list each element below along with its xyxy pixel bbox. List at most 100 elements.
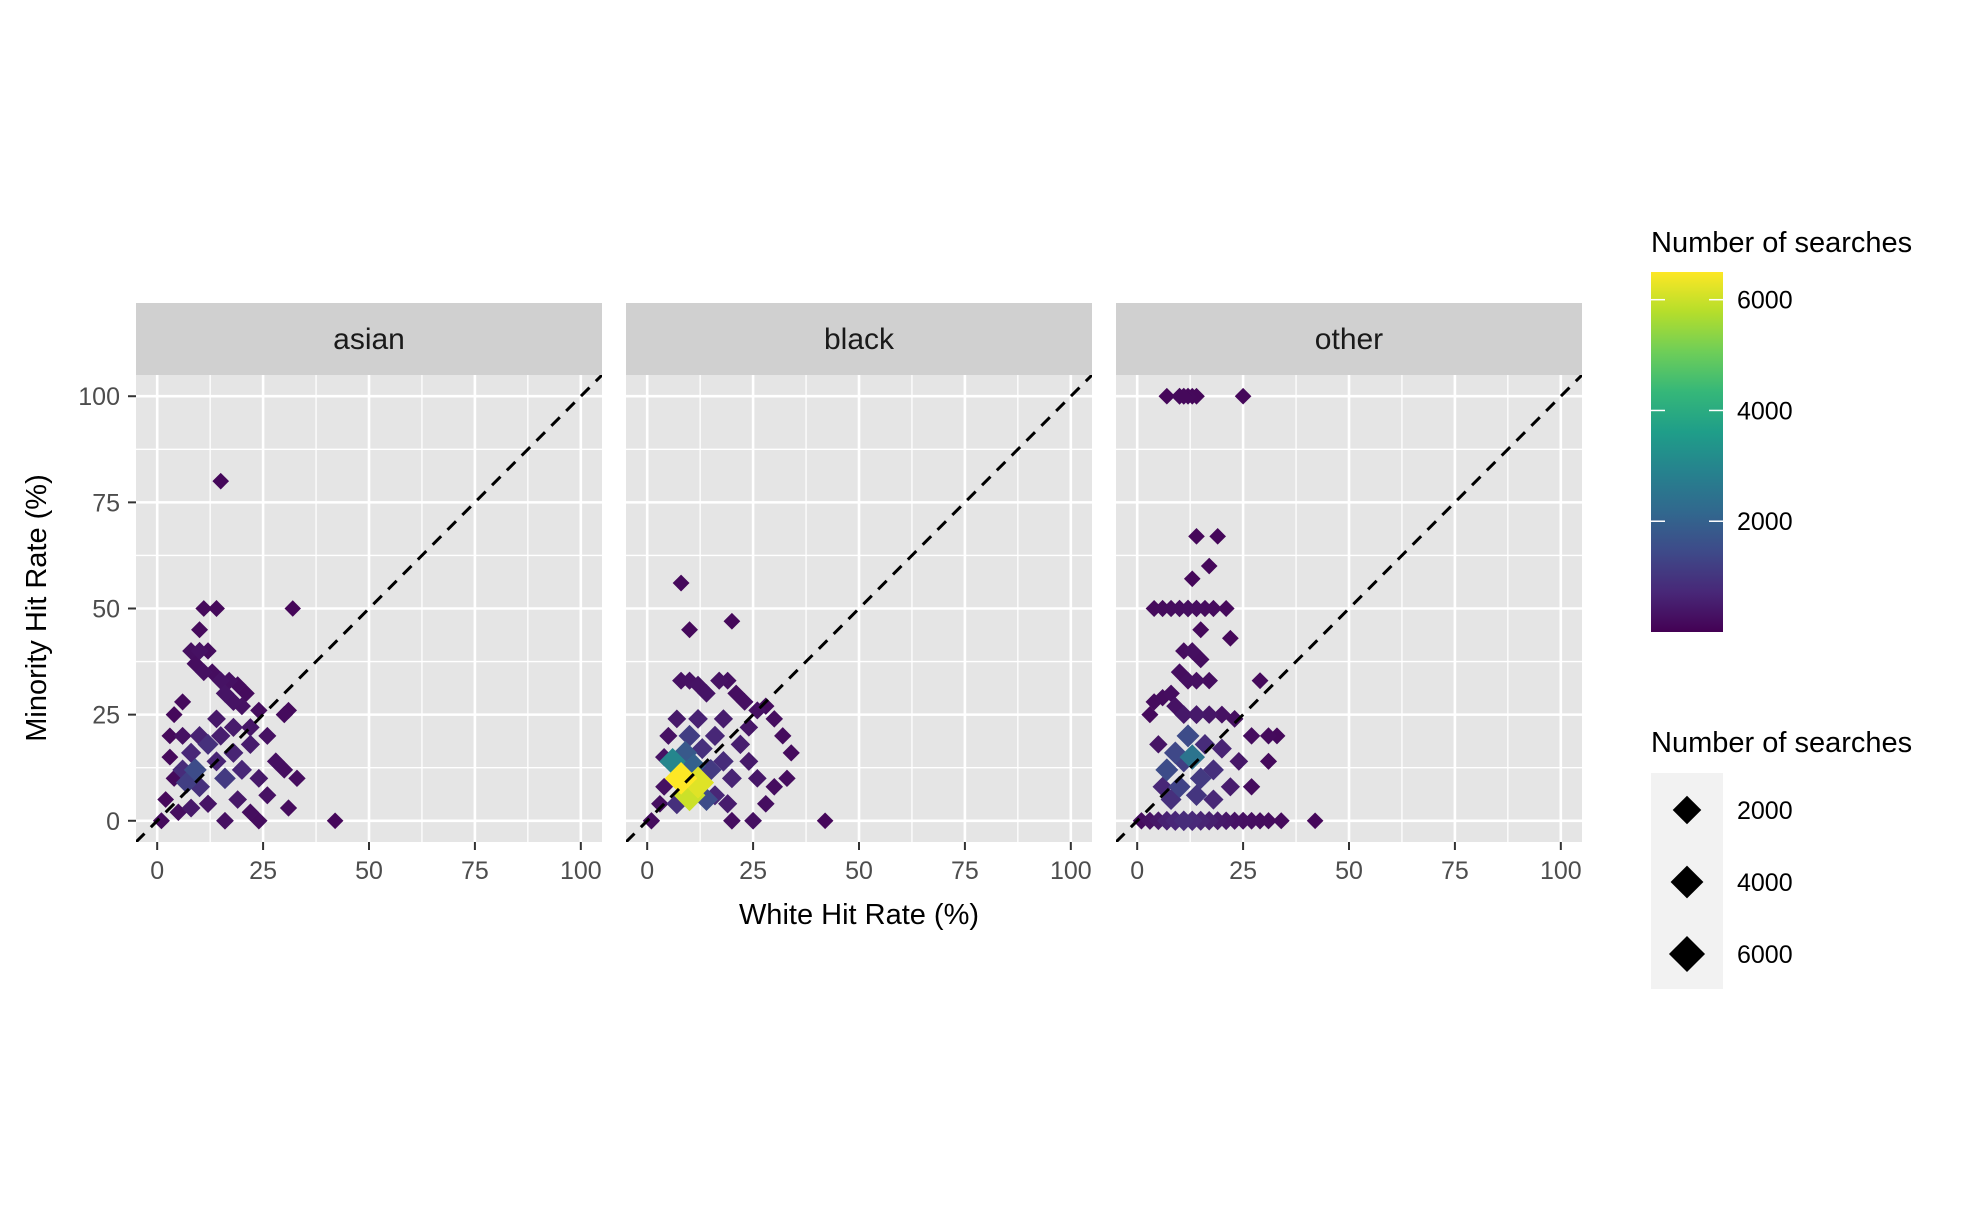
identity-line — [1116, 375, 1582, 842]
x-tick-label: 100 — [1050, 857, 1092, 885]
data-point — [1199, 705, 1219, 724]
data-point — [713, 709, 734, 729]
strip-asian — [136, 303, 602, 375]
data-point — [266, 752, 285, 771]
data-point — [1217, 600, 1235, 617]
data-point — [659, 726, 678, 745]
data-point — [190, 641, 209, 661]
data-point — [241, 803, 260, 822]
x-tick-label: 25 — [1229, 857, 1257, 885]
data-point — [1272, 812, 1290, 830]
data-point — [1179, 744, 1206, 770]
data-point — [207, 709, 226, 729]
x-axis-title: White Hit Rate (%) — [739, 899, 979, 931]
identity-line — [626, 375, 1092, 842]
data-point — [1306, 812, 1324, 830]
data-point — [765, 710, 784, 728]
data-point — [1211, 738, 1232, 759]
size-legend-key — [1672, 795, 1702, 825]
data-point — [1155, 758, 1179, 782]
points-black — [642, 574, 834, 830]
data-point — [747, 768, 767, 788]
data-point — [739, 751, 759, 771]
data-point — [691, 738, 713, 760]
y-tick-label: 0 — [106, 808, 120, 836]
data-point — [1234, 387, 1252, 405]
data-point — [651, 794, 669, 813]
data-point — [1188, 528, 1205, 545]
size-legend-label: 6000 — [1737, 941, 1793, 969]
data-point — [1209, 528, 1226, 545]
data-point — [1200, 557, 1218, 575]
data-point — [326, 812, 344, 830]
facet-asian: asian — [136, 303, 602, 842]
colorbar — [1651, 272, 1723, 632]
size-legend-label: 2000 — [1737, 797, 1793, 825]
data-point — [765, 778, 784, 796]
data-point — [688, 709, 708, 729]
data-point — [212, 472, 230, 490]
data-point — [704, 725, 726, 746]
y-axis-title: Minority Hit Rate (%) — [21, 474, 53, 742]
data-point — [642, 812, 661, 830]
facet-other: other — [1116, 303, 1582, 842]
y-axis: 0 25 50 75 100 — [78, 383, 136, 836]
x-tick-label: 75 — [461, 857, 489, 885]
strip-other — [1116, 303, 1582, 375]
data-point — [1242, 727, 1261, 745]
data-point — [678, 724, 701, 747]
data-point — [816, 812, 834, 830]
x-tick-label: 50 — [355, 857, 383, 885]
color-legend-title: Number of searches — [1651, 227, 1912, 259]
colorbar-ticks: 2000 4000 6000 — [1651, 287, 1793, 536]
facet-black: black — [626, 303, 1092, 842]
y-tick-label: 100 — [78, 383, 120, 411]
data-point — [1173, 810, 1195, 832]
identity-line — [136, 375, 602, 842]
size-legend: Number of searches 2000 4000 6000 — [1651, 727, 1912, 989]
data-point — [240, 734, 261, 754]
color-legend: Number of searches 2000 4000 6000 — [1651, 227, 1912, 632]
data-point — [1149, 735, 1168, 754]
data-point — [173, 726, 192, 745]
size-legend-key — [1668, 935, 1706, 973]
data-point — [161, 727, 179, 745]
size-legend-title: Number of searches — [1651, 727, 1912, 759]
size-legend-keys: 2000 4000 6000 — [1668, 795, 1793, 973]
grid-black — [626, 375, 1092, 842]
data-point — [228, 790, 248, 809]
strip-label-black: black — [824, 323, 895, 356]
data-point — [1187, 671, 1206, 690]
strip-label-other: other — [1315, 323, 1383, 356]
colorbar-tick-label: 6000 — [1737, 287, 1793, 315]
y-tick-label: 75 — [92, 489, 120, 517]
data-point — [1229, 751, 1249, 771]
data-point — [697, 684, 716, 703]
data-point — [1189, 767, 1212, 790]
data-point — [195, 600, 213, 617]
data-point — [744, 811, 763, 830]
data-point — [1188, 387, 1205, 405]
x-tick-label: 75 — [1441, 857, 1469, 885]
data-point — [198, 794, 218, 813]
data-point — [249, 768, 269, 788]
data-point — [258, 786, 277, 805]
colorbar-tick-label: 4000 — [1737, 397, 1793, 425]
y-tick-label: 25 — [92, 702, 120, 730]
strip-label-asian: asian — [333, 323, 405, 356]
x-tick-label: 25 — [249, 857, 277, 885]
data-point — [664, 762, 698, 795]
x-tick-label: 0 — [640, 857, 654, 885]
data-point — [1183, 570, 1201, 588]
data-point — [739, 718, 759, 737]
x-tick-label: 50 — [1335, 857, 1363, 885]
data-point — [778, 769, 796, 788]
data-point — [161, 748, 179, 766]
x-tick-label: 50 — [845, 857, 873, 885]
data-point — [756, 794, 775, 813]
reference-line-asian — [136, 375, 602, 842]
reference-line-other — [1116, 375, 1582, 842]
data-point — [667, 709, 687, 729]
data-point — [723, 811, 741, 830]
